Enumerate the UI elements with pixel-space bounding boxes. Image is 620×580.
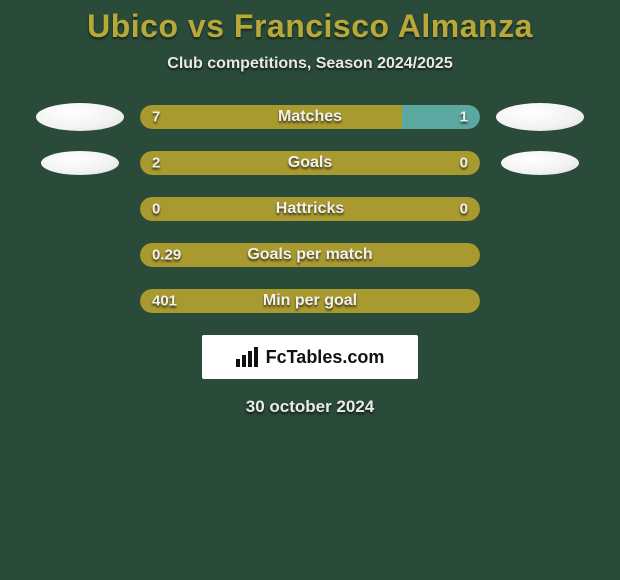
right-avatar-slot [480,151,600,175]
stat-right-value: 1 [460,109,468,126]
stat-row: 2 0 Goals [0,151,620,175]
stat-bar: 2 0 Goals [140,151,480,175]
left-avatar-slot [20,103,140,131]
right-avatar-slot [480,103,600,131]
stat-left-value: 401 [152,293,177,310]
chart-bars-icon [236,347,262,367]
stat-bar-right-fill [402,105,480,129]
stat-label: Hattricks [276,200,344,218]
stat-left-value: 7 [152,109,160,126]
stat-row: 401 Min per goal [0,289,620,313]
comparison-card: Ubico vs Francisco Almanza Club competit… [0,0,620,417]
left-avatar-slot [20,151,140,175]
stat-row: 0.29 Goals per match [0,243,620,267]
brand-logo-box: FcTables.com [202,335,418,379]
brand-logo: FcTables.com [236,347,385,368]
player-avatar-left [36,103,124,131]
stat-label: Goals [288,154,332,172]
stat-rows: 7 1 Matches 2 0 Goals 0 0 Hattricks 0.29 Goals per… [0,105,620,313]
subtitle: Club competitions, Season 2024/2025 [0,55,620,73]
stat-right-value: 0 [460,201,468,218]
page-title: Ubico vs Francisco Almanza [0,8,620,45]
stat-right-value: 0 [460,155,468,172]
stat-row: 0 0 Hattricks [0,197,620,221]
stat-label: Min per goal [263,292,357,310]
stat-left-value: 2 [152,155,160,172]
stat-left-value: 0 [152,201,160,218]
player-avatar-right [501,151,579,175]
stat-bar: 401 Min per goal [140,289,480,313]
player-avatar-left [41,151,119,175]
stat-label: Matches [278,108,342,126]
stat-row: 7 1 Matches [0,105,620,129]
stat-bar: 7 1 Matches [140,105,480,129]
date-label: 30 october 2024 [0,397,620,417]
brand-logo-text: FcTables.com [266,347,385,368]
stat-label: Goals per match [247,246,372,264]
player-avatar-right [496,103,584,131]
stat-bar-left-fill [140,105,402,129]
stat-left-value: 0.29 [152,247,181,264]
stat-bar: 0 0 Hattricks [140,197,480,221]
stat-bar: 0.29 Goals per match [140,243,480,267]
